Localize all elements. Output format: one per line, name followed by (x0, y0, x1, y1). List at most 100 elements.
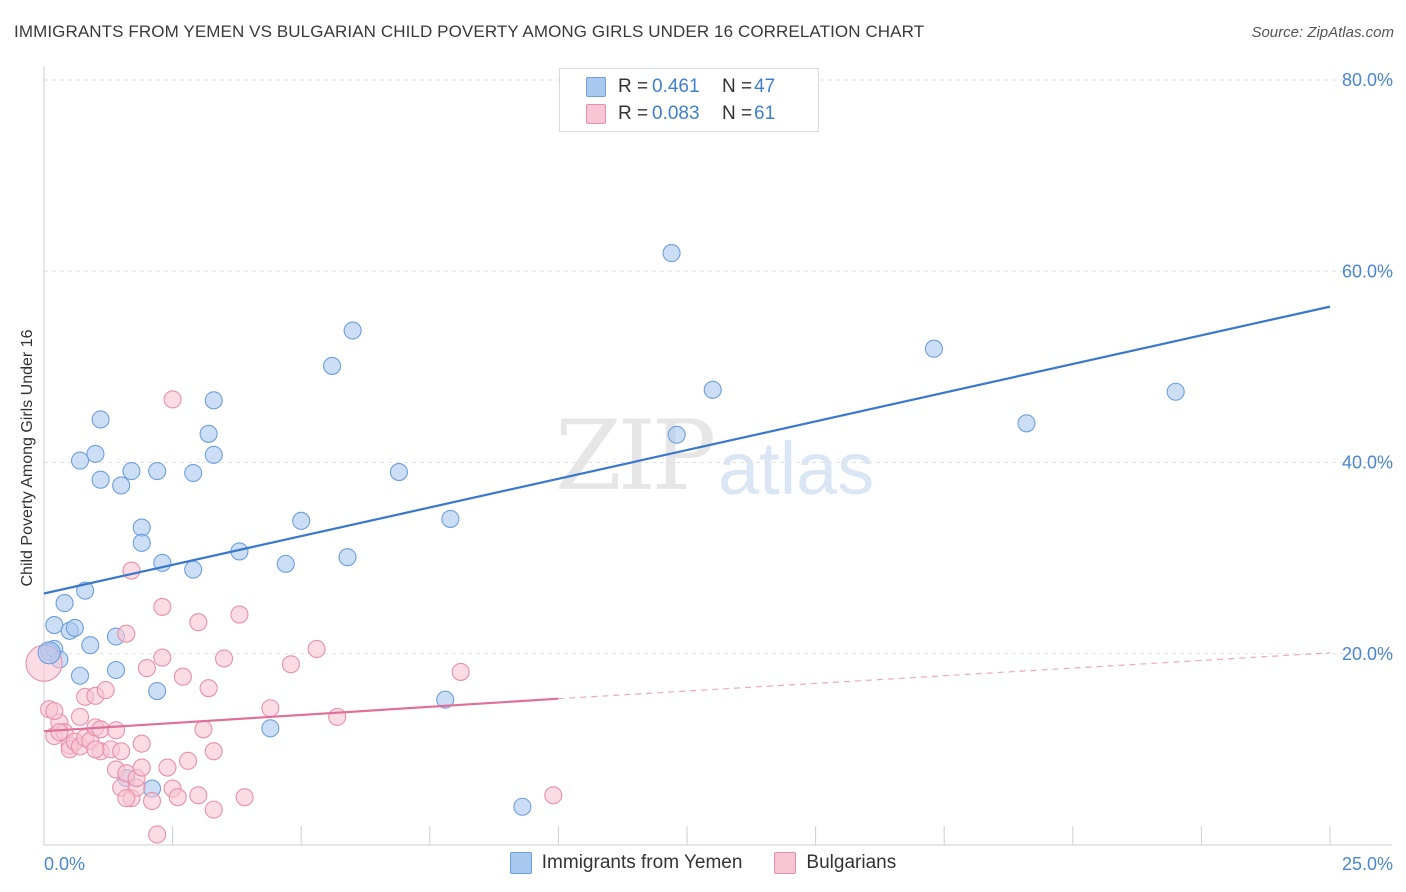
data-point-bulgarians (163, 390, 182, 409)
data-point-yemen (45, 616, 64, 635)
data-point-bulgarians (153, 648, 172, 667)
data-point-bulgarians (173, 667, 192, 686)
data-point-yemen (276, 554, 295, 573)
data-point-bulgarians (328, 707, 347, 726)
data-point-bulgarians (45, 702, 64, 721)
data-point-yemen (132, 518, 151, 537)
data-point-yemen (70, 451, 90, 470)
data-point-bulgarians (204, 742, 223, 761)
legend-n-label: N = (722, 76, 753, 97)
data-point-bulgarians (158, 758, 177, 777)
data-point-yemen (91, 470, 110, 489)
data-point-bulgarians (117, 789, 136, 808)
legend: R = 0.461 N = 47 R = 0.083 N = 61 (559, 68, 819, 132)
data-point-yemen (81, 636, 100, 655)
data-point-yemen (667, 425, 686, 444)
data-point-yemen (513, 797, 532, 816)
data-point-bulgarians (86, 740, 105, 759)
data-point-bulgarians (178, 751, 198, 770)
watermark-atlas: atlas (718, 427, 875, 510)
data-point-bulgarians (307, 639, 326, 659)
data-point-yemen (204, 445, 223, 464)
legend-swatch-bulgarians (586, 104, 606, 124)
data-point-yemen (122, 462, 141, 481)
legend-row-bulgarians: R = 0.083 N = 61 (586, 102, 775, 126)
legend-n-value: 61 (754, 103, 776, 124)
legend-r-label: R = (618, 76, 649, 97)
data-point-yemen (184, 463, 203, 483)
data-point-yemen (86, 444, 105, 463)
data-point-bulgarians (106, 721, 126, 740)
bottom-legend-label-yemen: Immigrants from Yemen (541, 852, 743, 873)
data-point-bulgarians (281, 655, 300, 674)
data-point-bulgarians (70, 707, 90, 726)
data-point-bulgarians (137, 659, 156, 678)
data-point-yemen (703, 380, 722, 399)
bottom-legend-item-yemen: Immigrants from Yemen (509, 852, 743, 874)
legend-n-value: 47 (754, 76, 776, 97)
data-point-bulgarians (214, 649, 234, 668)
legend-swatch-yemen (586, 77, 606, 97)
data-point-bulgarians (168, 788, 187, 807)
data-point-bulgarians (122, 561, 141, 580)
data-point-bulgarians (230, 605, 249, 624)
data-point-yemen (261, 719, 280, 738)
legend-r-label: R = (618, 103, 649, 124)
data-point-yemen (389, 463, 408, 482)
bottom-legend-swatch-yemen (509, 852, 532, 874)
data-point-bulgarians (148, 825, 167, 844)
trend-line-bulgarians-extension (558, 652, 1331, 700)
data-point-bulgarians (132, 758, 151, 777)
chart-title: IMMIGRANTS FROM YEMEN VS BULGARIAN CHILD… (14, 22, 925, 41)
data-point-bulgarians (91, 720, 110, 739)
data-point-yemen (199, 424, 218, 443)
data-point-bulgarians (117, 624, 136, 643)
data-point-yemen (292, 511, 311, 530)
legend-r-value: 0.461 (652, 76, 700, 97)
data-point-yemen (323, 356, 342, 375)
data-point-yemen (55, 594, 74, 613)
legend-r-value: 0.083 (652, 103, 700, 124)
data-point-yemen (204, 391, 223, 410)
data-point-yemen (924, 339, 943, 358)
data-point-yemen (662, 244, 681, 263)
data-point-bulgarians (189, 613, 208, 632)
bottom-legend-swatch-bulgarians (774, 852, 797, 874)
data-point-yemen (338, 548, 357, 567)
y-tick-label: 40.0% (1342, 453, 1393, 473)
data-point-yemen (70, 666, 90, 685)
data-point-yemen (112, 476, 131, 495)
data-point-yemen (343, 321, 362, 340)
trend-line-yemen (43, 305, 1331, 595)
y-tick-label: 20.0% (1342, 644, 1393, 664)
data-point-bulgarians (204, 800, 223, 819)
x-tick-label: 25.0% (1342, 854, 1393, 874)
data-point-bulgarians (189, 786, 208, 805)
trend-line-bulgarians (43, 697, 559, 733)
data-point-yemen (184, 560, 203, 579)
data-point-yemen (148, 681, 167, 701)
data-point-bulgarians (194, 720, 213, 739)
data-point-yemen (148, 462, 167, 481)
x-tick-label: 0.0% (44, 854, 85, 874)
data-point-yemen (441, 509, 460, 528)
bottom-legend-item-bulgarians: Bulgarians (774, 852, 896, 874)
source-label: Source: ZipAtlas.com (1251, 24, 1394, 41)
y-tick-label: 60.0% (1342, 261, 1393, 281)
data-point-yemen (91, 410, 110, 429)
data-point-yemen (1166, 382, 1185, 401)
bottom-legend: Immigrants from Yemen Bulgarians (0, 852, 1406, 874)
watermark-zip: ZIP (555, 400, 716, 512)
data-point-bulgarians (132, 734, 151, 753)
data-point-bulgarians (261, 699, 280, 718)
data-point-bulgarians (199, 679, 218, 698)
data-point-yemen (132, 533, 151, 552)
legend-row-yemen: R = 0.461 N = 47 (586, 75, 775, 99)
data-point-bulgarians (112, 742, 131, 761)
data-point-yemen (65, 618, 84, 637)
data-point-bulgarians (142, 791, 162, 811)
data-point-bulgarians (451, 662, 470, 681)
data-point-bulgarians (50, 723, 69, 742)
data-point-bulgarians (544, 786, 563, 805)
